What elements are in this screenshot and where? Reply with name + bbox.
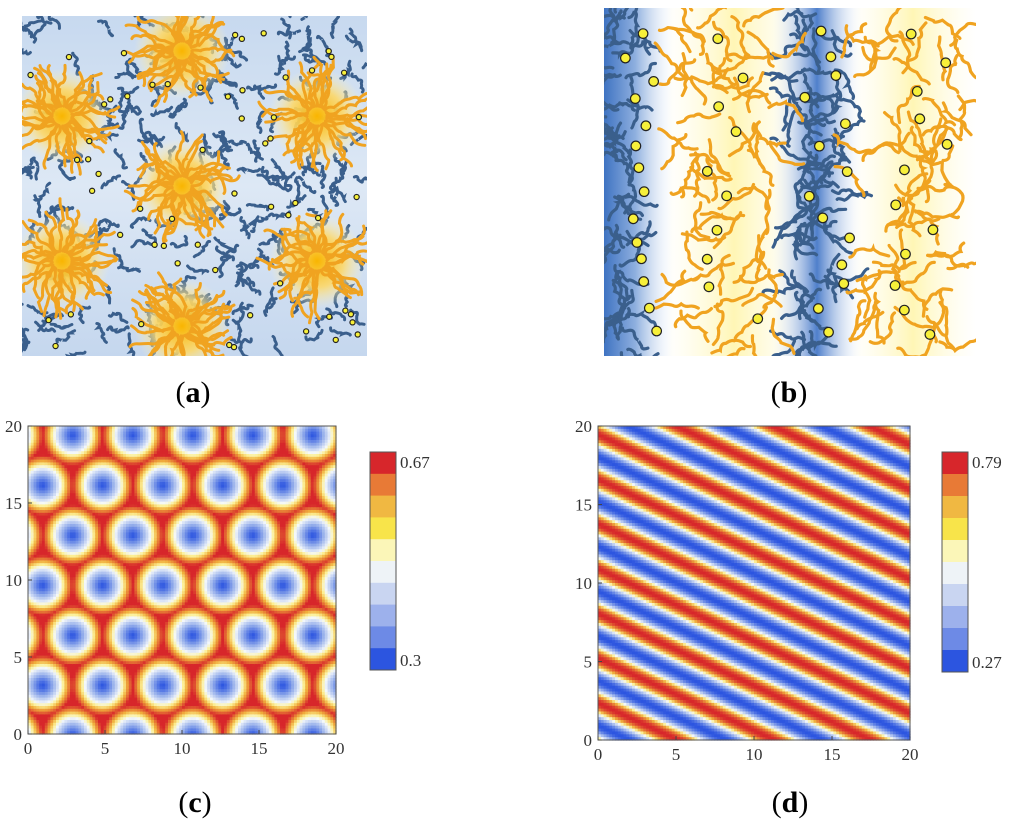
heatmap-c-y-tick: 10 <box>5 571 22 590</box>
heatmap-d-x-tick: 10 <box>746 745 763 764</box>
heatmap-c-colorbar-max: 0.67 <box>400 453 430 472</box>
heatmap-c-colorbar-swatch <box>370 539 396 562</box>
heatmap-c-colorbar-swatch <box>370 561 396 584</box>
heatmap-c-y-tick: 15 <box>5 494 22 513</box>
heatmap-c-y-tick: 5 <box>14 648 23 667</box>
heatmap-c-colorbar-swatch <box>370 604 396 627</box>
heatmap-d-x-tick: 15 <box>824 745 841 764</box>
heatmap-d-y-tick: 20 <box>575 417 592 436</box>
heatmap-d-y-tick: 5 <box>584 653 593 672</box>
heatmap-d-colorbar-swatch <box>942 562 968 585</box>
heatmap-c-x-tick: 15 <box>251 739 268 758</box>
heatmap-d: 0 5 10 15 20 0 5 10 15 20 0.79 0.27 <box>570 412 1024 772</box>
heatmap-c-colorbar-swatch <box>370 473 396 497</box>
heatmap-c-colorbar-swatch <box>370 648 396 671</box>
heatmap-d-colorbar-swatch <box>942 584 968 607</box>
heatmap-c-colorbar-swatch <box>370 517 396 540</box>
heatmap-d-x-tick: 0 <box>594 745 603 764</box>
heatmap-d-colorbar-swatch <box>942 540 968 563</box>
heatmap-d-y-tick: 0 <box>584 731 593 750</box>
heatmap-c-x-tick: 10 <box>174 739 191 758</box>
schematic-b <box>577 0 1001 385</box>
heatmap-d-colorbar-swatch <box>942 628 968 651</box>
heatmap-c-colorbar-swatch <box>370 495 396 518</box>
schematic-b-drawing <box>577 0 1001 385</box>
heatmap-d-plot: 0 5 10 15 20 0 5 10 15 20 0.79 0.27 <box>575 417 1002 764</box>
heatmap-c-colorbar-swatch <box>370 452 396 475</box>
caption-a: (a) <box>153 376 233 410</box>
heatmap-d-colorbar-min: 0.27 <box>972 653 1002 672</box>
heatmap-d-y-tick: 15 <box>575 496 592 515</box>
heatmap-c-x-tick: 20 <box>328 739 345 758</box>
schematic-a-drawing <box>4 0 380 386</box>
heatmap-d-x-tick: 20 <box>902 745 919 764</box>
schematic-a <box>4 0 380 386</box>
heatmap-c-colorbar-min: 0.3 <box>400 651 421 670</box>
heatmap-d-colorbar-swatch <box>942 518 968 541</box>
heatmap-c-y-tick: 0 <box>14 725 23 744</box>
heatmap-d-colorbar-swatch <box>942 452 968 475</box>
heatmap-d-colorbar-max: 0.79 <box>972 453 1002 472</box>
heatmap-c-x-tick: 5 <box>101 739 110 758</box>
heatmap-c-colorbar-swatch <box>370 582 396 606</box>
caption-b: (b) <box>749 376 829 410</box>
heatmap-d-x-tick: 5 <box>672 745 681 764</box>
heatmap-c-plot: 0 5 10 15 20 0 5 10 15 20 0.67 0.3 <box>5 417 430 758</box>
heatmap-c-colorbar-swatch <box>370 626 396 649</box>
heatmap-d-colorbar-swatch <box>942 606 968 629</box>
heatmap-c-y-tick: 20 <box>5 417 22 436</box>
heatmap-d-y-tick: 10 <box>575 574 592 593</box>
heatmap-d-colorbar-swatch <box>942 496 968 519</box>
heatmap-c: 0 5 10 15 20 0 5 10 15 20 0.67 0.3 <box>0 412 460 772</box>
heatmap-c-x-tick: 0 <box>24 739 33 758</box>
heatmap-d-colorbar-swatch <box>942 474 968 497</box>
caption-c: (c) <box>155 786 235 820</box>
heatmap-d-colorbar-swatch <box>942 650 968 673</box>
caption-d: (d) <box>750 786 830 820</box>
